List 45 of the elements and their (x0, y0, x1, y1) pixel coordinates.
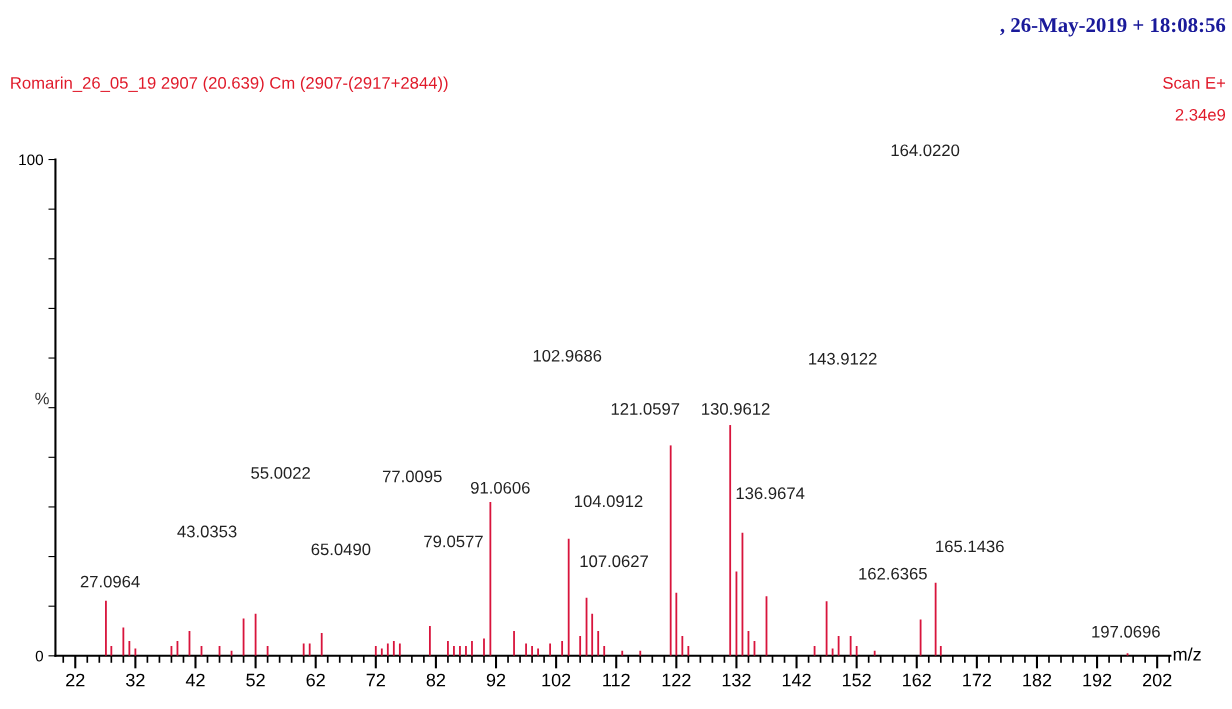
x-tick-label: 192 (1083, 673, 1112, 687)
y-tick-label: 100 (19, 154, 44, 166)
x-tick-label: 132 (722, 673, 751, 687)
annotation: 91.0606 (470, 481, 530, 494)
annotation: 27.0964 (80, 575, 140, 588)
annotation: 107.0627 (580, 555, 648, 568)
annotation: 79.0577 (424, 535, 483, 548)
x-tick-label: 42 (185, 673, 205, 687)
chart-title: Romarin_26_05_19 2907 (20.639) Cm (2907-(2917+2844)) (11, 76, 448, 93)
text: 164.0220 (891, 144, 960, 157)
annotation: 55.0022 (251, 467, 310, 479)
x-tick-label: 52 (246, 673, 265, 687)
annotation: 77.0095 (382, 470, 442, 483)
annotation: 165.1436 (936, 540, 1004, 553)
annotation: 65.0490 (311, 543, 371, 556)
annotation: 104.0912 (574, 495, 643, 508)
x-tick-label: 102 (542, 673, 571, 687)
annotation: 121.0597 (611, 403, 680, 415)
x-tick-label: 22 (66, 673, 85, 687)
x-axis-title: m/z (1173, 647, 1201, 661)
annotation: 136.9674 (736, 487, 805, 500)
annotation: 197.0696 (1092, 625, 1160, 638)
text: 2.34e9 (1175, 108, 1226, 121)
x-tick-label: 72 (366, 673, 385, 687)
annotation: 43.0353 (177, 525, 237, 538)
y-axis-title: % (35, 392, 49, 405)
text: , 26-May-2019 + 18:08:56 (1000, 18, 1226, 37)
y-tick-label: 0 (35, 650, 44, 662)
text: Scan E+ (1163, 76, 1226, 89)
x-tick-label: 62 (306, 673, 325, 687)
annotation: 143.9122 (809, 352, 877, 365)
annotation: 162.6365 (859, 567, 927, 580)
x-tick-label: 152 (842, 673, 871, 687)
x-tick-label: 32 (126, 673, 145, 687)
x-tick-label: 82 (426, 673, 446, 687)
x-tick-label: 202 (1143, 673, 1172, 687)
x-tick-label: 162 (903, 673, 931, 687)
x-tick-label: 92 (486, 673, 506, 687)
x-tick-label: 182 (1023, 673, 1052, 687)
x-tick-label: 122 (662, 673, 691, 687)
x-tick-label: 142 (782, 673, 811, 687)
x-tick-label: 172 (963, 673, 992, 687)
annotation: 130.9612 (702, 403, 770, 415)
x-tick-label: 112 (603, 673, 630, 687)
annotation: 102.9686 (533, 349, 602, 362)
